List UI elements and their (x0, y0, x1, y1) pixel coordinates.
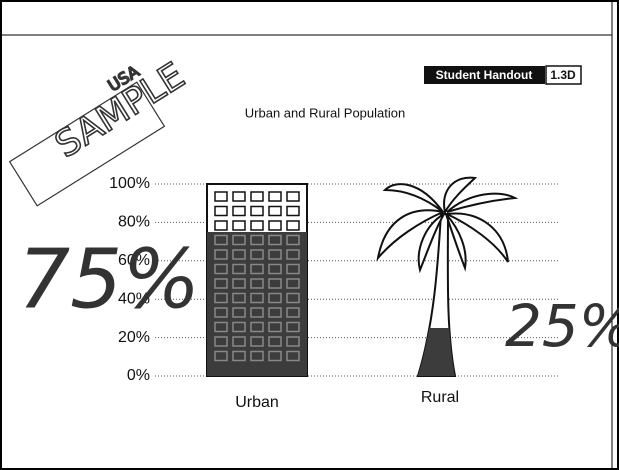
badge-label: Student Handout (436, 68, 533, 82)
handwritten-note: 75% (18, 232, 200, 327)
y-tick-label: 0% (127, 367, 150, 384)
y-tick-label: 20% (118, 329, 150, 346)
y-tick-label: 100% (109, 175, 150, 192)
x-tick-label: Rural (421, 389, 459, 406)
handwritten-note: 25% (505, 292, 619, 360)
badge-code: 1.3D (550, 68, 576, 82)
y-tick-label: 80% (118, 214, 150, 231)
handout-page: Student Handout 1.3D Urban and Rural Pop… (0, 0, 619, 470)
chart-title: Urban and Rural Population (245, 105, 405, 120)
x-tick-label: Urban (235, 394, 279, 411)
building-fill (207, 232, 307, 376)
